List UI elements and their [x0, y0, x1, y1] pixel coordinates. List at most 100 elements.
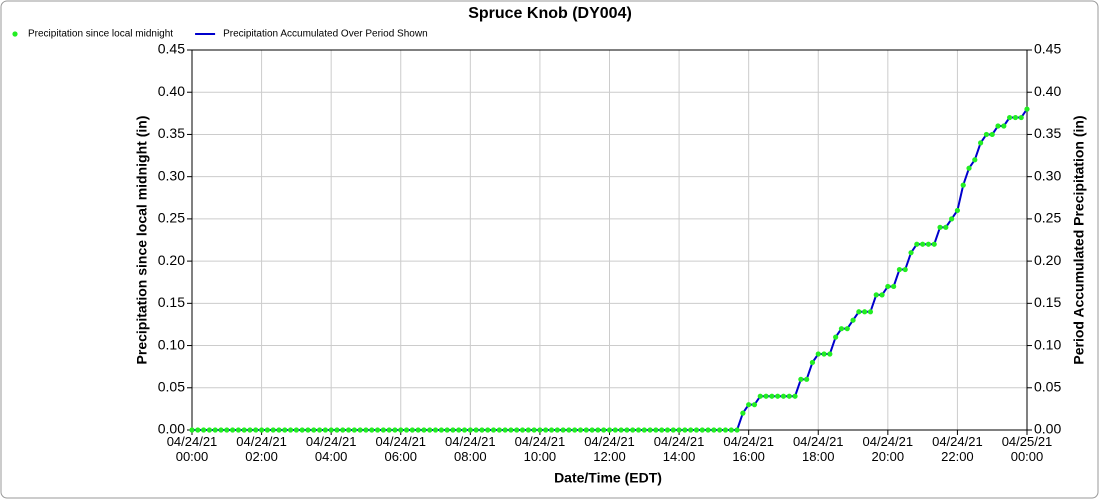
data-point [548, 427, 555, 433]
data-point [630, 427, 636, 433]
data-point [949, 216, 955, 222]
data-point [769, 393, 775, 399]
data-point [328, 427, 334, 433]
data-point [641, 427, 647, 433]
y-tick-label: 0.35 [158, 125, 185, 141]
y2-tick-label: 0.15 [1034, 294, 1061, 310]
data-point [920, 241, 926, 247]
data-point [1018, 114, 1024, 121]
data-point [311, 427, 317, 433]
data-point [792, 393, 798, 399]
data-point [514, 427, 520, 433]
data-point [711, 427, 717, 433]
data-point [1001, 123, 1007, 129]
x-tick-label: 04/25/21 00:00 [1001, 434, 1053, 464]
x-tick-label: 04/24/21 08:00 [445, 434, 496, 464]
data-point [502, 427, 508, 433]
y-tick-label: 0.40 [158, 83, 185, 99]
x-tick-label: 04/24/21 14:00 [653, 434, 705, 464]
x-axis-title: Date/Time (EDT) [554, 470, 662, 486]
data-point [821, 351, 827, 357]
data-point [966, 165, 972, 171]
data-point [409, 427, 415, 433]
data-point [983, 131, 990, 138]
data-point [392, 427, 398, 433]
data-point [316, 427, 323, 433]
data-point [856, 309, 862, 315]
legend-label: Precipitation since local midnight [28, 29, 173, 40]
y-tick-label: 0.05 [158, 378, 185, 394]
data-point [728, 427, 734, 433]
data-point [473, 427, 479, 433]
data-point [427, 427, 433, 433]
data-point [212, 427, 218, 433]
data-point [415, 427, 421, 433]
data-point [722, 427, 729, 433]
data-point [896, 266, 903, 273]
data-point [369, 427, 375, 433]
y2-tick-label: 0.30 [1034, 167, 1061, 183]
data-point [676, 427, 682, 433]
data-point [490, 427, 497, 433]
x-tick-label: 04/24/21 18:00 [792, 434, 844, 464]
y-tick-label: 0.25 [158, 210, 185, 226]
x-tick-label: 04/24/21 04:00 [305, 434, 357, 464]
data-point [287, 427, 294, 433]
data-point [403, 427, 410, 433]
data-point [717, 427, 723, 433]
data-point [398, 427, 404, 433]
x-tick-label: 04/24/21 12:00 [584, 434, 635, 464]
data-point [1012, 114, 1019, 121]
data-point [554, 427, 560, 433]
data-point [305, 427, 311, 433]
data-point [299, 427, 305, 433]
y2-axis-title: Period Accumulated Precipitation (in) [1071, 115, 1087, 364]
data-point [322, 427, 328, 433]
data-point [647, 427, 653, 433]
data-point [618, 427, 624, 433]
data-point [664, 427, 671, 433]
data-point [386, 427, 392, 433]
data-point [421, 427, 427, 433]
x-tick-label: 04/24/21 16:00 [723, 434, 774, 464]
data-point [253, 427, 259, 433]
data-point [885, 283, 891, 290]
data-point [804, 376, 810, 382]
data-point [972, 157, 978, 163]
data-point [931, 241, 937, 247]
data-point [218, 427, 224, 433]
data-point [925, 241, 932, 247]
y2-tick-label: 0.00 [1034, 421, 1061, 437]
y-tick-label: 0.15 [158, 294, 185, 310]
data-point [740, 410, 746, 416]
data-point [467, 427, 473, 433]
data-point [537, 427, 543, 433]
data-point [734, 427, 740, 433]
x-tick-label: 04/24/21 20:00 [862, 434, 914, 464]
data-point [566, 427, 572, 433]
data-point [914, 241, 920, 247]
data-point [340, 427, 346, 433]
data-point [572, 427, 578, 433]
data-point [786, 393, 792, 399]
data-point [879, 292, 885, 298]
data-point [444, 427, 450, 433]
data-point [867, 309, 874, 315]
y2-tick-label: 0.10 [1034, 336, 1061, 352]
data-point [902, 266, 908, 273]
data-point [815, 351, 821, 357]
data-point [270, 427, 276, 433]
data-point [496, 427, 502, 433]
y-tick-label: 0.45 [158, 41, 185, 57]
data-point [456, 427, 462, 433]
y2-tick-label: 0.05 [1034, 378, 1061, 394]
data-point [601, 427, 607, 433]
y-tick-label: 0.30 [158, 167, 185, 183]
data-point [508, 427, 514, 433]
data-point [763, 393, 769, 399]
data-point [653, 427, 659, 433]
data-point [206, 427, 212, 433]
data-point [583, 427, 589, 433]
data-point [531, 427, 537, 433]
y-tick-label: 0.10 [158, 336, 185, 352]
